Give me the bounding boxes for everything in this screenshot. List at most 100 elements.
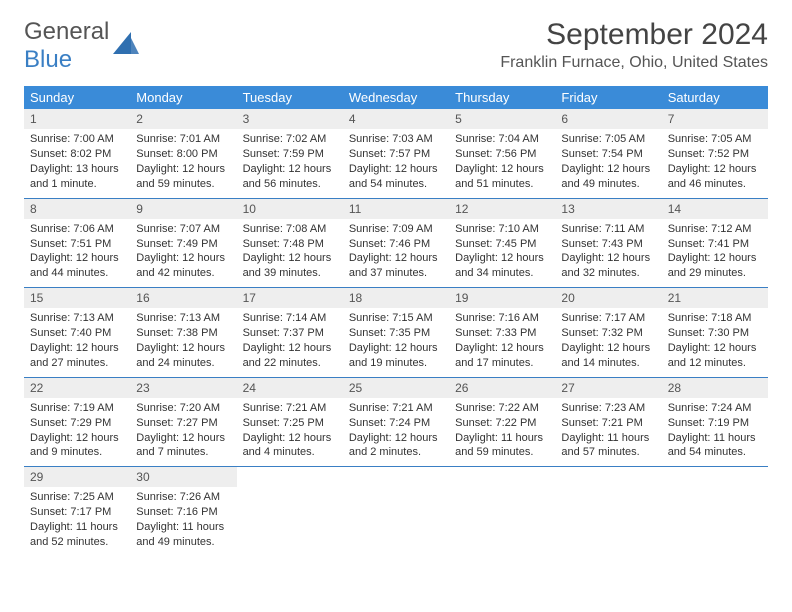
calendar-row: 15Sunrise: 7:13 AMSunset: 7:40 PMDayligh… <box>24 288 768 378</box>
daylight-text: Daylight: 11 hours and 59 minutes. <box>455 431 549 461</box>
daylight-text: Daylight: 12 hours and 7 minutes. <box>136 431 230 461</box>
day-content: Sunrise: 7:11 AMSunset: 7:43 PMDaylight:… <box>555 219 661 287</box>
sunrise-text: Sunrise: 7:24 AM <box>668 401 762 416</box>
day-content: Sunrise: 7:25 AMSunset: 7:17 PMDaylight:… <box>24 487 130 555</box>
daylight-text: Daylight: 12 hours and 22 minutes. <box>243 341 337 371</box>
calendar-cell: 18Sunrise: 7:15 AMSunset: 7:35 PMDayligh… <box>343 288 449 378</box>
day-number: 19 <box>449 288 555 308</box>
calendar-cell: 29Sunrise: 7:25 AMSunset: 7:17 PMDayligh… <box>24 467 130 556</box>
sunset-text: Sunset: 7:43 PM <box>561 237 655 252</box>
sunrise-text: Sunrise: 7:05 AM <box>561 132 655 147</box>
daylight-text: Daylight: 11 hours and 57 minutes. <box>561 431 655 461</box>
calendar-cell: 10Sunrise: 7:08 AMSunset: 7:48 PMDayligh… <box>237 198 343 288</box>
daylight-text: Daylight: 12 hours and 54 minutes. <box>349 162 443 192</box>
day-content: Sunrise: 7:12 AMSunset: 7:41 PMDaylight:… <box>662 219 768 287</box>
sunset-text: Sunset: 7:29 PM <box>30 416 124 431</box>
sunrise-text: Sunrise: 7:07 AM <box>136 222 230 237</box>
day-cell: 30Sunrise: 7:26 AMSunset: 7:16 PMDayligh… <box>130 467 236 556</box>
day-number: 12 <box>449 199 555 219</box>
sunrise-text: Sunrise: 7:25 AM <box>30 490 124 505</box>
day-number: 28 <box>662 378 768 398</box>
calendar-cell: 6Sunrise: 7:05 AMSunset: 7:54 PMDaylight… <box>555 109 661 198</box>
day-content: Sunrise: 7:24 AMSunset: 7:19 PMDaylight:… <box>662 398 768 466</box>
calendar-cell <box>662 467 768 556</box>
day-cell: 13Sunrise: 7:11 AMSunset: 7:43 PMDayligh… <box>555 199 661 288</box>
daylight-text: Daylight: 12 hours and 17 minutes. <box>455 341 549 371</box>
sunset-text: Sunset: 7:52 PM <box>668 147 762 162</box>
day-cell: 23Sunrise: 7:20 AMSunset: 7:27 PMDayligh… <box>130 378 236 467</box>
sunset-text: Sunset: 7:19 PM <box>668 416 762 431</box>
triangle-icon <box>113 32 139 61</box>
calendar-cell: 26Sunrise: 7:22 AMSunset: 7:22 PMDayligh… <box>449 377 555 467</box>
sunset-text: Sunset: 7:35 PM <box>349 326 443 341</box>
day-cell: 27Sunrise: 7:23 AMSunset: 7:21 PMDayligh… <box>555 378 661 467</box>
calendar-cell: 28Sunrise: 7:24 AMSunset: 7:19 PMDayligh… <box>662 377 768 467</box>
day-number: 13 <box>555 199 661 219</box>
day-cell: 8Sunrise: 7:06 AMSunset: 7:51 PMDaylight… <box>24 199 130 288</box>
sunset-text: Sunset: 7:32 PM <box>561 326 655 341</box>
sunrise-text: Sunrise: 7:13 AM <box>136 311 230 326</box>
daylight-text: Daylight: 12 hours and 39 minutes. <box>243 251 337 281</box>
weekday-header: Wednesday <box>343 86 449 109</box>
sunrise-text: Sunrise: 7:14 AM <box>243 311 337 326</box>
weekday-header: Friday <box>555 86 661 109</box>
day-number: 4 <box>343 109 449 129</box>
calendar-cell: 21Sunrise: 7:18 AMSunset: 7:30 PMDayligh… <box>662 288 768 378</box>
day-cell: 17Sunrise: 7:14 AMSunset: 7:37 PMDayligh… <box>237 288 343 377</box>
sunset-text: Sunset: 7:49 PM <box>136 237 230 252</box>
day-content: Sunrise: 7:05 AMSunset: 7:52 PMDaylight:… <box>662 129 768 197</box>
day-cell: 21Sunrise: 7:18 AMSunset: 7:30 PMDayligh… <box>662 288 768 377</box>
calendar-cell <box>449 467 555 556</box>
sunset-text: Sunset: 7:21 PM <box>561 416 655 431</box>
day-number: 20 <box>555 288 661 308</box>
calendar-cell: 25Sunrise: 7:21 AMSunset: 7:24 PMDayligh… <box>343 377 449 467</box>
logo-text: General Blue <box>24 18 109 74</box>
sunrise-text: Sunrise: 7:06 AM <box>30 222 124 237</box>
day-cell: 22Sunrise: 7:19 AMSunset: 7:29 PMDayligh… <box>24 378 130 467</box>
calendar-row: 29Sunrise: 7:25 AMSunset: 7:17 PMDayligh… <box>24 467 768 556</box>
day-content: Sunrise: 7:03 AMSunset: 7:57 PMDaylight:… <box>343 129 449 197</box>
day-cell: 5Sunrise: 7:04 AMSunset: 7:56 PMDaylight… <box>449 109 555 198</box>
day-cell: 24Sunrise: 7:21 AMSunset: 7:25 PMDayligh… <box>237 378 343 467</box>
weekday-header: Sunday <box>24 86 130 109</box>
calendar-cell: 11Sunrise: 7:09 AMSunset: 7:46 PMDayligh… <box>343 198 449 288</box>
day-content: Sunrise: 7:22 AMSunset: 7:22 PMDaylight:… <box>449 398 555 466</box>
daylight-text: Daylight: 12 hours and 44 minutes. <box>30 251 124 281</box>
day-cell: 3Sunrise: 7:02 AMSunset: 7:59 PMDaylight… <box>237 109 343 198</box>
daylight-text: Daylight: 12 hours and 32 minutes. <box>561 251 655 281</box>
day-content: Sunrise: 7:15 AMSunset: 7:35 PMDaylight:… <box>343 308 449 376</box>
weekday-header: Monday <box>130 86 236 109</box>
calendar-cell: 17Sunrise: 7:14 AMSunset: 7:37 PMDayligh… <box>237 288 343 378</box>
day-number: 11 <box>343 199 449 219</box>
calendar-cell <box>555 467 661 556</box>
day-cell: 4Sunrise: 7:03 AMSunset: 7:57 PMDaylight… <box>343 109 449 198</box>
calendar-cell: 19Sunrise: 7:16 AMSunset: 7:33 PMDayligh… <box>449 288 555 378</box>
calendar-cell: 5Sunrise: 7:04 AMSunset: 7:56 PMDaylight… <box>449 109 555 198</box>
sunset-text: Sunset: 7:17 PM <box>30 505 124 520</box>
day-cell: 11Sunrise: 7:09 AMSunset: 7:46 PMDayligh… <box>343 199 449 288</box>
day-number: 9 <box>130 199 236 219</box>
weekday-header: Tuesday <box>237 86 343 109</box>
day-number: 18 <box>343 288 449 308</box>
calendar-cell: 23Sunrise: 7:20 AMSunset: 7:27 PMDayligh… <box>130 377 236 467</box>
day-content: Sunrise: 7:17 AMSunset: 7:32 PMDaylight:… <box>555 308 661 376</box>
calendar-cell: 3Sunrise: 7:02 AMSunset: 7:59 PMDaylight… <box>237 109 343 198</box>
calendar-table: SundayMondayTuesdayWednesdayThursdayFrid… <box>24 86 768 556</box>
day-content: Sunrise: 7:10 AMSunset: 7:45 PMDaylight:… <box>449 219 555 287</box>
day-content: Sunrise: 7:05 AMSunset: 7:54 PMDaylight:… <box>555 129 661 197</box>
sunrise-text: Sunrise: 7:09 AM <box>349 222 443 237</box>
day-cell: 26Sunrise: 7:22 AMSunset: 7:22 PMDayligh… <box>449 378 555 467</box>
day-number: 30 <box>130 467 236 487</box>
sunset-text: Sunset: 7:56 PM <box>455 147 549 162</box>
sunset-text: Sunset: 7:37 PM <box>243 326 337 341</box>
day-cell: 2Sunrise: 7:01 AMSunset: 8:00 PMDaylight… <box>130 109 236 198</box>
sunrise-text: Sunrise: 7:26 AM <box>136 490 230 505</box>
day-cell: 25Sunrise: 7:21 AMSunset: 7:24 PMDayligh… <box>343 378 449 467</box>
daylight-text: Daylight: 12 hours and 12 minutes. <box>668 341 762 371</box>
sunrise-text: Sunrise: 7:23 AM <box>561 401 655 416</box>
calendar-cell: 9Sunrise: 7:07 AMSunset: 7:49 PMDaylight… <box>130 198 236 288</box>
daylight-text: Daylight: 12 hours and 4 minutes. <box>243 431 337 461</box>
sunset-text: Sunset: 7:48 PM <box>243 237 337 252</box>
sunset-text: Sunset: 7:25 PM <box>243 416 337 431</box>
daylight-text: Daylight: 12 hours and 14 minutes. <box>561 341 655 371</box>
